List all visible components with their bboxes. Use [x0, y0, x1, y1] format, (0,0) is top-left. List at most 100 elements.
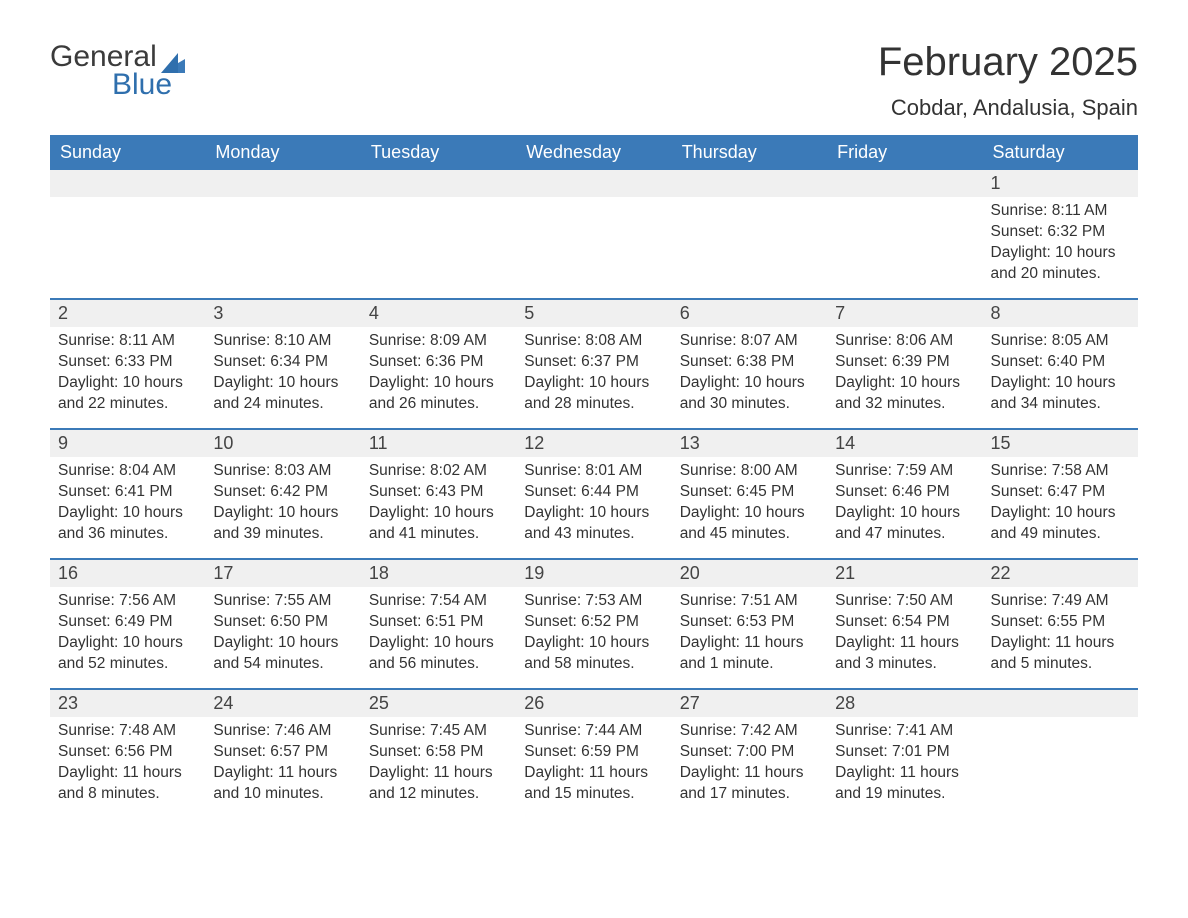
day-number: 27	[672, 690, 827, 717]
day-day2: and 30 minutes.	[680, 394, 819, 415]
day-day2: and 58 minutes.	[524, 654, 663, 675]
day-number	[672, 170, 827, 197]
day-sunrise: Sunrise: 8:10 AM	[213, 331, 352, 352]
day-sunrise: Sunrise: 8:08 AM	[524, 331, 663, 352]
day-body: Sunrise: 8:03 AMSunset: 6:42 PMDaylight:…	[205, 457, 360, 545]
day-cell: 21Sunrise: 7:50 AMSunset: 6:54 PMDayligh…	[827, 560, 982, 688]
day-number: 28	[827, 690, 982, 717]
day-sunset: Sunset: 6:42 PM	[213, 482, 352, 503]
day-sunrise: Sunrise: 7:50 AM	[835, 591, 974, 612]
day-day1: Daylight: 11 hours	[680, 633, 819, 654]
day-day2: and 10 minutes.	[213, 784, 352, 805]
day-day1: Daylight: 10 hours	[213, 373, 352, 394]
day-day1: Daylight: 10 hours	[524, 633, 663, 654]
day-body: Sunrise: 7:44 AMSunset: 6:59 PMDaylight:…	[516, 717, 671, 805]
day-sunrise: Sunrise: 8:09 AM	[369, 331, 508, 352]
day-cell: 15Sunrise: 7:58 AMSunset: 6:47 PMDayligh…	[983, 430, 1138, 558]
day-cell	[672, 170, 827, 298]
day-sunset: Sunset: 6:36 PM	[369, 352, 508, 373]
day-day2: and 43 minutes.	[524, 524, 663, 545]
day-day1: Daylight: 10 hours	[524, 373, 663, 394]
day-number: 17	[205, 560, 360, 587]
day-cell: 5 Sunrise: 8:08 AMSunset: 6:37 PMDaylight…	[516, 300, 671, 428]
day-day1: Daylight: 10 hours	[680, 373, 819, 394]
day-body: Sunrise: 7:50 AMSunset: 6:54 PMDaylight:…	[827, 587, 982, 675]
day-body: Sunrise: 8:09 AMSunset: 6:36 PMDaylight:…	[361, 327, 516, 415]
day-number: 15	[983, 430, 1138, 457]
day-sunset: Sunset: 6:56 PM	[58, 742, 197, 763]
day-number	[361, 170, 516, 197]
day-sunset: Sunset: 6:46 PM	[835, 482, 974, 503]
day-day1: Daylight: 10 hours	[524, 503, 663, 524]
day-number: 3	[205, 300, 360, 327]
day-cell: 10Sunrise: 8:03 AMSunset: 6:42 PMDayligh…	[205, 430, 360, 558]
day-cell: 22Sunrise: 7:49 AMSunset: 6:55 PMDayligh…	[983, 560, 1138, 688]
day-day1: Daylight: 11 hours	[369, 763, 508, 784]
day-number: 12	[516, 430, 671, 457]
day-day1: Daylight: 10 hours	[369, 503, 508, 524]
weekday-tuesday: Tuesday	[361, 135, 516, 170]
day-number: 20	[672, 560, 827, 587]
day-cell: 7Sunrise: 8:06 AMSunset: 6:39 PMDaylight…	[827, 300, 982, 428]
day-sunrise: Sunrise: 7:55 AM	[213, 591, 352, 612]
day-sunrise: Sunrise: 7:51 AM	[680, 591, 819, 612]
day-number: 5	[516, 300, 671, 327]
day-cell: 17Sunrise: 7:55 AMSunset: 6:50 PMDayligh…	[205, 560, 360, 688]
day-number: 25	[361, 690, 516, 717]
day-body: Sunrise: 8:01 AMSunset: 6:44 PMDaylight:…	[516, 457, 671, 545]
day-sunrise: Sunrise: 8:11 AM	[991, 201, 1130, 222]
day-day1: Daylight: 10 hours	[213, 503, 352, 524]
week-row: 23Sunrise: 7:48 AMSunset: 6:56 PMDayligh…	[50, 688, 1138, 818]
day-sunrise: Sunrise: 8:04 AM	[58, 461, 197, 482]
day-body: Sunrise: 7:53 AMSunset: 6:52 PMDaylight:…	[516, 587, 671, 675]
day-day2: and 22 minutes.	[58, 394, 197, 415]
day-day1: Daylight: 10 hours	[991, 503, 1130, 524]
day-sunset: Sunset: 6:34 PM	[213, 352, 352, 373]
day-number	[827, 170, 982, 197]
day-day2: and 49 minutes.	[991, 524, 1130, 545]
day-sunset: Sunset: 6:59 PM	[524, 742, 663, 763]
day-cell: 11Sunrise: 8:02 AMSunset: 6:43 PMDayligh…	[361, 430, 516, 558]
day-cell: 20Sunrise: 7:51 AMSunset: 6:53 PMDayligh…	[672, 560, 827, 688]
day-body: Sunrise: 7:41 AMSunset: 7:01 PMDaylight:…	[827, 717, 982, 805]
day-day2: and 20 minutes.	[991, 264, 1130, 285]
day-number: 11	[361, 430, 516, 457]
day-sunset: Sunset: 6:37 PM	[524, 352, 663, 373]
day-day2: and 41 minutes.	[369, 524, 508, 545]
weekday-thursday: Thursday	[672, 135, 827, 170]
day-body: Sunrise: 7:58 AMSunset: 6:47 PMDaylight:…	[983, 457, 1138, 545]
day-day2: and 54 minutes.	[213, 654, 352, 675]
day-body: Sunrise: 7:42 AMSunset: 7:00 PMDaylight:…	[672, 717, 827, 805]
brand-logo: General Blue	[50, 40, 185, 102]
day-number: 4	[361, 300, 516, 327]
day-sunset: Sunset: 6:49 PM	[58, 612, 197, 633]
day-day1: Daylight: 10 hours	[991, 373, 1130, 394]
day-sunrise: Sunrise: 7:49 AM	[991, 591, 1130, 612]
day-day2: and 12 minutes.	[369, 784, 508, 805]
day-day2: and 24 minutes.	[213, 394, 352, 415]
day-number: 19	[516, 560, 671, 587]
day-body: Sunrise: 7:49 AMSunset: 6:55 PMDaylight:…	[983, 587, 1138, 675]
day-body: Sunrise: 8:06 AMSunset: 6:39 PMDaylight:…	[827, 327, 982, 415]
day-cell: 23Sunrise: 7:48 AMSunset: 6:56 PMDayligh…	[50, 690, 205, 818]
day-sunrise: Sunrise: 8:07 AM	[680, 331, 819, 352]
day-sunset: Sunset: 6:44 PM	[524, 482, 663, 503]
week-row: 1Sunrise: 8:11 AMSunset: 6:32 PMDaylight…	[50, 170, 1138, 298]
day-cell: 14Sunrise: 7:59 AMSunset: 6:46 PMDayligh…	[827, 430, 982, 558]
day-day1: Daylight: 10 hours	[369, 373, 508, 394]
day-sunrise: Sunrise: 8:00 AM	[680, 461, 819, 482]
day-cell: 9Sunrise: 8:04 AMSunset: 6:41 PMDaylight…	[50, 430, 205, 558]
day-sunrise: Sunrise: 7:44 AM	[524, 721, 663, 742]
day-body: Sunrise: 7:48 AMSunset: 6:56 PMDaylight:…	[50, 717, 205, 805]
day-sunset: Sunset: 6:33 PM	[58, 352, 197, 373]
day-day2: and 1 minute.	[680, 654, 819, 675]
day-sunrise: Sunrise: 7:59 AM	[835, 461, 974, 482]
day-number: 8	[983, 300, 1138, 327]
day-sunset: Sunset: 6:41 PM	[58, 482, 197, 503]
day-number	[50, 170, 205, 197]
day-cell: 6Sunrise: 8:07 AMSunset: 6:38 PMDaylight…	[672, 300, 827, 428]
day-number	[983, 690, 1138, 717]
day-body: Sunrise: 8:07 AMSunset: 6:38 PMDaylight:…	[672, 327, 827, 415]
day-cell: 4Sunrise: 8:09 AMSunset: 6:36 PMDaylight…	[361, 300, 516, 428]
day-number: 1	[983, 170, 1138, 197]
